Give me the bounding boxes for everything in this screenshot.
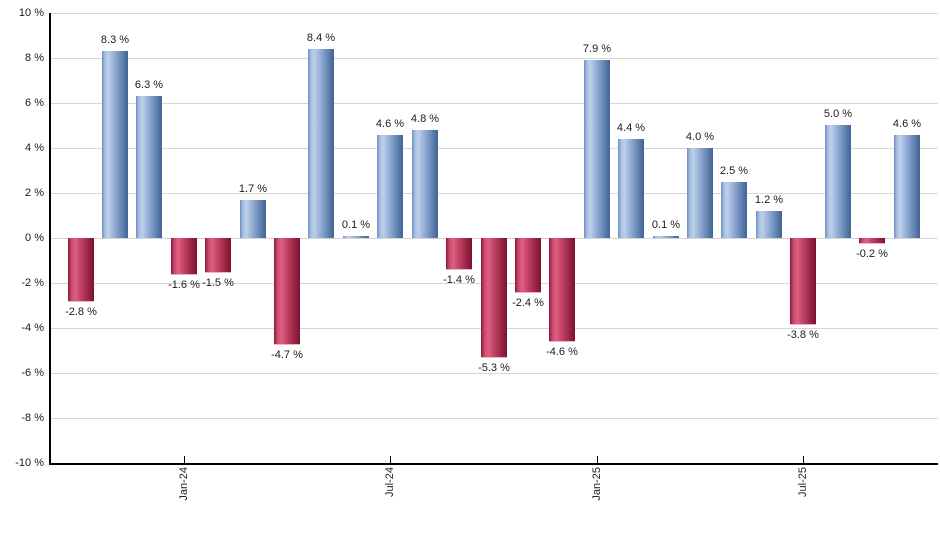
bar-value-label: -2.4 %	[512, 297, 544, 309]
y-axis-label: 2 %	[25, 187, 44, 199]
y-axis-label: 4 %	[25, 142, 44, 154]
bar-positive	[412, 130, 438, 238]
bar-negative	[446, 238, 472, 270]
bar-value-label: 4.4 %	[616, 122, 646, 134]
bar-value-label: 4.0 %	[685, 131, 715, 143]
bar-negative	[171, 238, 197, 275]
bar-negative	[515, 238, 541, 293]
bar-value-label: -1.6 %	[168, 279, 200, 291]
x-axis-line	[49, 463, 938, 465]
x-axis-tick	[184, 456, 185, 465]
x-axis-tick	[390, 456, 391, 465]
bar-negative	[481, 238, 507, 358]
y-axis-label: 0 %	[25, 232, 44, 244]
bar-positive	[343, 236, 369, 238]
bar-positive	[653, 236, 679, 238]
x-axis-tick-label: Jul-24	[384, 467, 396, 497]
y-axis-label: -8 %	[21, 412, 44, 424]
bar-value-label: 6.3 %	[134, 79, 164, 91]
y-gridline	[51, 193, 938, 194]
bar-value-label: 5.0 %	[823, 108, 853, 120]
bar-negative	[549, 238, 575, 342]
y-gridline	[51, 58, 938, 59]
bar-value-label: -1.5 %	[202, 277, 234, 289]
bar-positive	[308, 49, 334, 238]
x-axis-tick-label: Jul-25	[797, 467, 809, 497]
bar-positive	[756, 211, 782, 238]
bar-negative	[205, 238, 231, 273]
bar-value-label: 2.5 %	[719, 165, 749, 177]
y-gridline	[51, 418, 938, 419]
y-axis-label: -10 %	[15, 457, 44, 469]
x-axis-tick	[803, 456, 804, 465]
bar-negative	[68, 238, 94, 302]
bar-negative	[790, 238, 816, 325]
y-gridline	[51, 13, 938, 14]
bar-value-label: 1.7 %	[238, 183, 268, 195]
y-gridline	[51, 148, 938, 149]
bar-value-label: 4.8 %	[410, 113, 440, 125]
bar-value-label: 8.4 %	[306, 32, 336, 44]
y-axis-label: 6 %	[25, 97, 44, 109]
bar-value-label: 4.6 %	[892, 118, 922, 130]
bar-positive	[618, 139, 644, 238]
bar-value-label: -5.3 %	[478, 362, 510, 374]
bar-positive	[240, 200, 266, 238]
bar-value-label: -0.2 %	[856, 248, 888, 260]
bar-value-label: -2.8 %	[65, 306, 97, 318]
bar-negative	[859, 238, 885, 244]
x-axis-tick-label: Jan-24	[178, 467, 190, 501]
bar-value-label: 4.6 %	[375, 118, 405, 130]
y-gridline	[51, 103, 938, 104]
bar-positive	[377, 135, 403, 238]
bar-value-label: 8.3 %	[100, 34, 130, 46]
bar-positive	[584, 60, 610, 238]
bar-positive	[825, 125, 851, 238]
bar-positive	[894, 135, 920, 238]
bar-positive	[721, 182, 747, 238]
y-axis-line	[49, 13, 51, 465]
y-axis-label: -4 %	[21, 322, 44, 334]
bar-value-label: -3.8 %	[787, 329, 819, 341]
bar-value-label: 0.1 %	[341, 219, 371, 231]
bar-value-label: 0.1 %	[651, 219, 681, 231]
bar-positive	[687, 148, 713, 238]
y-axis-label: 10 %	[18, 7, 44, 19]
y-axis-label: -2 %	[21, 277, 44, 289]
y-axis-label: 8 %	[25, 52, 44, 64]
bar-positive	[136, 96, 162, 238]
y-axis-label: -6 %	[21, 367, 44, 379]
bar-value-label: 7.9 %	[582, 43, 612, 55]
y-gridline	[51, 373, 938, 374]
bar-value-label: -4.6 %	[546, 346, 578, 358]
x-axis-tick	[597, 456, 598, 465]
x-axis-tick-label: Jan-25	[591, 467, 603, 501]
bar-negative	[274, 238, 300, 345]
bar-positive	[102, 51, 128, 238]
bar-value-label: 1.2 %	[754, 194, 784, 206]
bar-value-label: -1.4 %	[443, 274, 475, 286]
bar-value-label: -4.7 %	[271, 349, 303, 361]
